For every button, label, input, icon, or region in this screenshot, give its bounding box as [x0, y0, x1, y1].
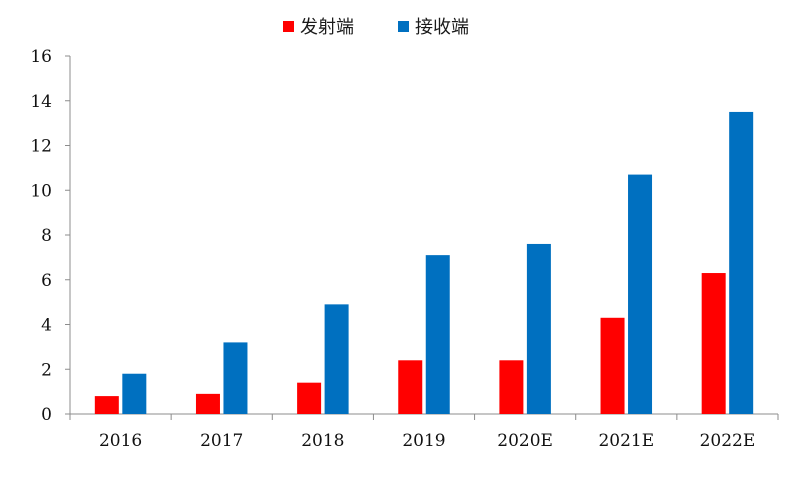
x-tick-label: 2016 — [99, 431, 142, 451]
bar-series-1 — [223, 342, 248, 414]
y-tick-label: 14 — [30, 92, 52, 112]
bar-series-0 — [195, 393, 220, 414]
y-tick-label: 8 — [41, 226, 52, 246]
legend-label-series-0: 发射端 — [300, 17, 354, 38]
x-tick-label: 2019 — [402, 431, 445, 451]
bar-series-1 — [324, 304, 349, 414]
legend-swatch-series-0 — [283, 21, 294, 32]
x-tick-label: 2020E — [497, 431, 553, 451]
bar-series-1 — [729, 111, 754, 414]
bars — [94, 111, 754, 414]
y-tick-label: 16 — [30, 47, 52, 67]
y-tick-label: 0 — [41, 405, 52, 425]
bar-series-0 — [94, 396, 119, 414]
legend-swatch-series-1 — [398, 21, 409, 32]
y-tick-label: 12 — [30, 137, 52, 157]
y-axis: 0 2 4 6 8 10 12 14 16 — [30, 47, 71, 425]
bar-series-0 — [398, 360, 423, 414]
bar-series-1 — [425, 255, 450, 414]
legend-label-series-1: 接收端 — [415, 17, 469, 38]
y-tick-label: 6 — [41, 271, 52, 291]
x-tick-label: 2018 — [301, 431, 344, 451]
legend: 发射端 接收端 — [283, 17, 469, 38]
bar-series-0 — [600, 317, 625, 414]
bar-series-0 — [297, 382, 322, 414]
bar-series-1 — [122, 373, 147, 414]
bar-series-1 — [628, 174, 653, 414]
x-axis: 2016 2017 2018 2019 2020E 2021E 2022E — [69, 413, 779, 451]
bar-series-0 — [701, 273, 726, 414]
bar-series-1 — [526, 243, 551, 414]
y-tick-label: 2 — [41, 360, 52, 380]
bar-series-0 — [499, 360, 524, 414]
y-tick-label: 10 — [30, 181, 52, 201]
x-tick-label: 2021E — [598, 431, 654, 451]
x-tick-label: 2022E — [700, 431, 756, 451]
y-tick-label: 4 — [41, 316, 52, 336]
x-tick-label: 2017 — [200, 431, 243, 451]
